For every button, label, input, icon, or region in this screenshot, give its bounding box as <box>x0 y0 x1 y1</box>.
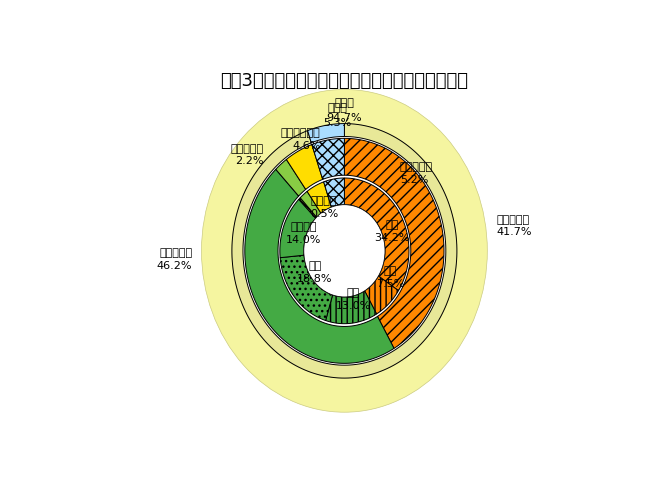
Ellipse shape <box>202 91 487 412</box>
Polygon shape <box>232 124 457 378</box>
Text: 土地: 土地 <box>347 288 360 298</box>
Polygon shape <box>280 200 316 258</box>
Polygon shape <box>286 145 323 190</box>
Text: 市町たばこ税: 市町たばこ税 <box>281 128 321 137</box>
Ellipse shape <box>304 205 385 297</box>
Polygon shape <box>324 179 345 208</box>
Polygon shape <box>308 124 344 143</box>
Text: 7.5%: 7.5% <box>376 278 405 288</box>
Text: 4.6%: 4.6% <box>292 140 321 151</box>
Text: 償却資産: 償却資産 <box>290 222 317 231</box>
Polygon shape <box>365 276 398 314</box>
Text: 2.2%: 2.2% <box>235 156 263 166</box>
Polygon shape <box>245 170 394 363</box>
Text: 法人: 法人 <box>384 266 397 275</box>
Text: 都市計画税: 都市計画税 <box>400 162 433 172</box>
Polygon shape <box>307 182 331 214</box>
Text: 46.2%: 46.2% <box>157 260 192 270</box>
Polygon shape <box>344 139 444 348</box>
Text: 34.2%: 34.2% <box>374 232 410 242</box>
Ellipse shape <box>232 124 457 378</box>
Text: 市町村民税: 市町村民税 <box>497 214 530 224</box>
Text: 個人: 個人 <box>386 220 399 229</box>
Polygon shape <box>299 198 317 219</box>
Text: 目的税: 目的税 <box>327 103 347 113</box>
Text: 94.7%: 94.7% <box>327 113 362 123</box>
Polygon shape <box>312 139 344 180</box>
Text: 18.8%: 18.8% <box>297 273 333 283</box>
Text: 5.2%: 5.2% <box>400 175 428 184</box>
Text: 家屋: 家屋 <box>308 260 321 270</box>
Text: 普通税: 普通税 <box>335 98 354 108</box>
Text: 固定資産税: 固定資産税 <box>159 247 192 257</box>
Text: 軽自動車税: 軽自動車税 <box>230 143 263 153</box>
Text: 14.0%: 14.0% <box>286 234 321 244</box>
Text: 13.0%: 13.0% <box>336 301 371 311</box>
Polygon shape <box>344 179 409 291</box>
Text: 交納付金: 交納付金 <box>311 196 337 206</box>
Text: 5.3%: 5.3% <box>323 118 351 128</box>
Polygon shape <box>300 192 321 218</box>
Text: 0.5%: 0.5% <box>310 209 338 219</box>
Polygon shape <box>326 291 376 324</box>
Polygon shape <box>280 256 333 321</box>
Text: 41.7%: 41.7% <box>497 227 532 237</box>
Polygon shape <box>276 160 306 197</box>
Text: 令和3年度の山口県の市町村税収入の税目別構成比: 令和3年度の山口県の市町村税収入の税目別構成比 <box>220 72 468 90</box>
